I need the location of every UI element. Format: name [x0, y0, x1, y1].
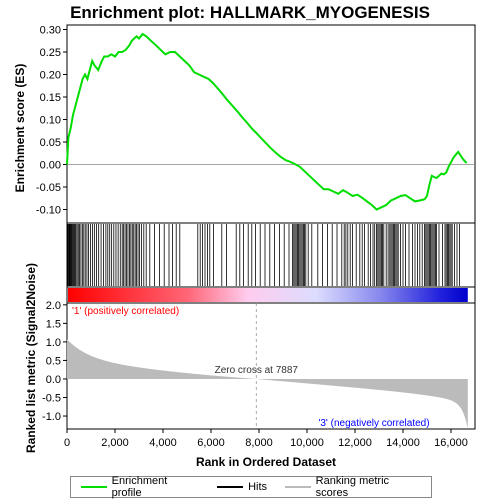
x-axis-label: Rank in Ordered Dataset — [196, 455, 336, 469]
legend-item-hits: Hits — [217, 481, 267, 493]
es-y-tick-label: 0.20 — [40, 70, 61, 82]
x-tick-label: 14,000 — [386, 437, 420, 449]
es-y-label: Enrichment score (ES) — [13, 64, 27, 193]
es-y-tick-label: 0.05 — [40, 137, 61, 149]
legend-hits-label: Hits — [248, 481, 268, 493]
metric-y-tick-label: 2.0 — [46, 300, 61, 312]
x-tick-label: 0 — [64, 437, 70, 449]
legend-metric-label: Ranking metric scores — [315, 475, 390, 499]
negative-correlation-label: '3' (negatively correlated) — [318, 418, 429, 429]
x-tick-label: 2,000 — [101, 437, 129, 449]
rank-color-bar — [68, 288, 468, 302]
hit-marks — [66, 224, 460, 286]
metric-y-tick-label: 1.0 — [46, 337, 61, 349]
es-y-tick-label: 0.10 — [40, 115, 61, 127]
legend-profile-swatch — [81, 486, 107, 488]
legend: Enrichment profile Hits Ranking metric s… — [70, 475, 432, 499]
legend-metric-swatch — [285, 486, 311, 488]
metric-panel — [66, 302, 476, 430]
legend-item-metric: Ranking metric scores — [285, 475, 423, 499]
zero-cross-label: Zero cross at 7887 — [215, 365, 299, 376]
es-y-tick-label: 0.30 — [40, 25, 61, 37]
x-ticks: 0 2,000 4,000 6,000 8,000 10,000 12,000 14,000 1… — [64, 429, 468, 449]
x-tick-label: 16,000 — [434, 437, 468, 449]
x-tick-label: 12,000 — [338, 437, 372, 449]
es-y-tick-label: -0.10 — [36, 205, 61, 217]
es-y-tick-label: 0.15 — [40, 92, 61, 104]
enrichment-profile-line — [66, 32, 468, 211]
es-y-tick-label: -0.05 — [36, 182, 61, 194]
es-panel — [66, 24, 476, 224]
metric-y-ticks: 2.0 1.5 1.0 0.5 0.0 -0.5 -1.0 — [42, 300, 67, 423]
x-tick-label: 4,000 — [149, 437, 177, 449]
metric-y-tick-label: -0.5 — [42, 393, 61, 405]
x-tick-label: 8,000 — [245, 437, 273, 449]
legend-profile-label: Enrichment profile — [111, 475, 168, 499]
legend-hits-swatch — [217, 486, 244, 488]
x-tick-label: 10,000 — [290, 437, 324, 449]
metric-y-tick-label: 1.5 — [46, 318, 61, 330]
es-y-ticks: -0.10 -0.05 0.00 0.05 0.10 0.15 0.20 0.25 0.30 — [36, 25, 67, 217]
metric-y-label: Ranked list metric (Signal2Noise) — [24, 263, 38, 453]
metric-y-tick-label: 0.5 — [46, 355, 61, 367]
es-y-tick-label: 0.00 — [40, 160, 61, 172]
ranking-metric-area — [67, 339, 468, 428]
metric-y-tick-label: -1.0 — [42, 411, 61, 423]
positive-correlation-label: '1' (positively correlated) — [72, 306, 179, 317]
metric-y-tick-label: 0.0 — [46, 374, 61, 386]
x-tick-label: 6,000 — [197, 437, 225, 449]
chart-title: Enrichment plot: HALLMARK_MYOGENESIS — [70, 3, 430, 22]
es-y-tick-label: 0.25 — [40, 47, 61, 59]
legend-item-profile: Enrichment profile — [81, 475, 199, 499]
